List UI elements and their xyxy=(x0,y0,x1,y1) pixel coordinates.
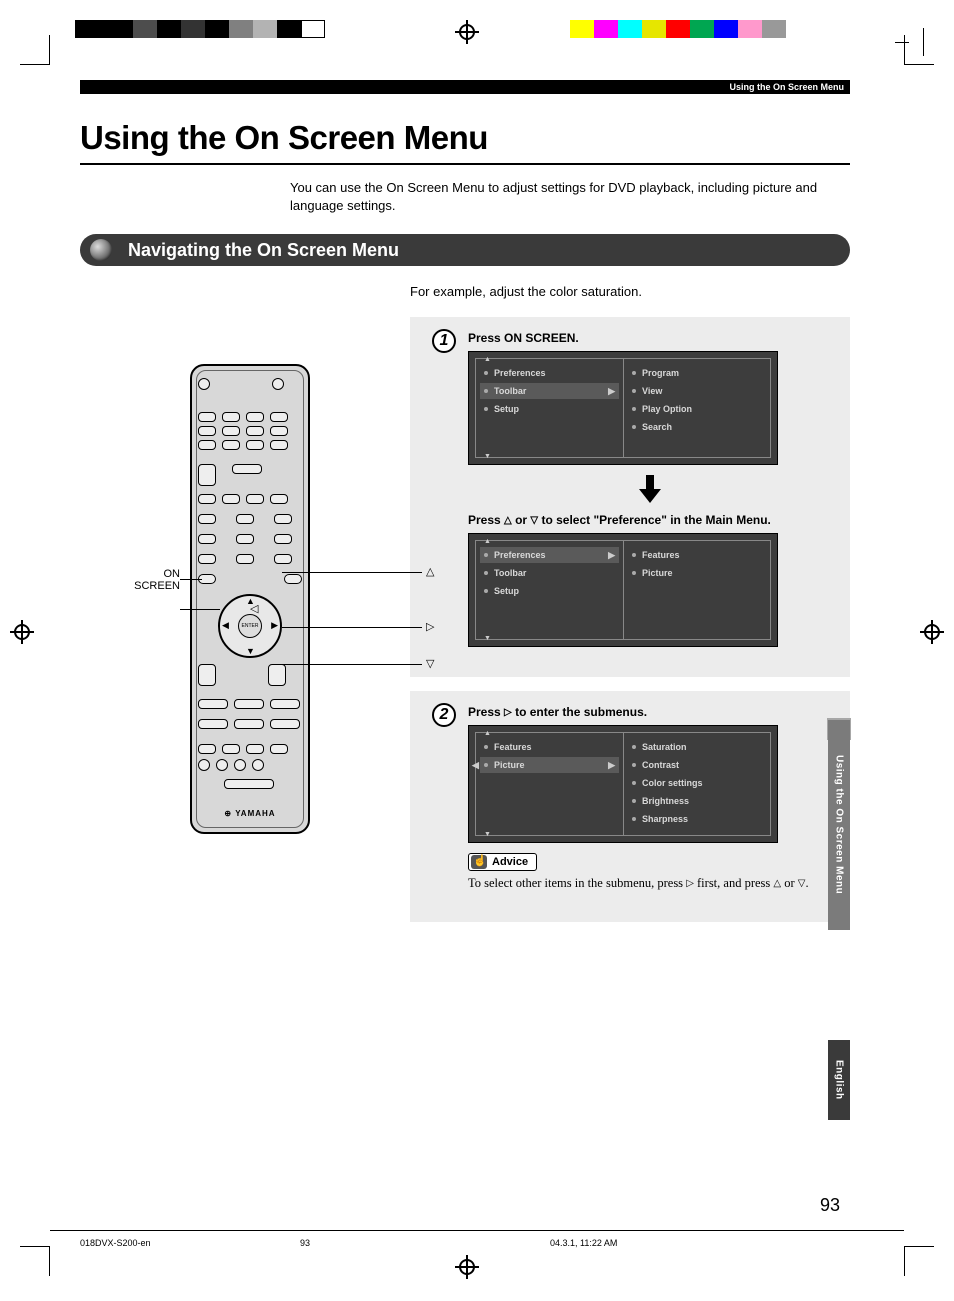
callout-down-icon: ▽ xyxy=(426,657,434,670)
step-1-title: Press ON SCREEN. xyxy=(468,331,832,345)
steps-panel: 1 Press ON SCREEN. Preferences Toolbar▶ Se… xyxy=(410,317,850,677)
crop-mark-br xyxy=(904,1246,934,1276)
example-text: For example, adjust the color saturation… xyxy=(410,284,850,299)
crop-mark-bl xyxy=(20,1246,50,1276)
osd-screenshot-2: Features Picture▶◀ Saturation Contrast Colo… xyxy=(468,725,778,843)
osd-screenshot-1a: Preferences Toolbar▶ Setup Program View Play… xyxy=(468,351,778,465)
osd-menu-item: Preferences xyxy=(480,365,619,381)
step-number-1: 1 xyxy=(432,329,456,353)
osd-menu-item: Features xyxy=(628,547,766,563)
crop-mark-tr xyxy=(904,35,934,65)
osd-menu-item: Picture▶◀ xyxy=(480,757,619,773)
remote-enter-button: ENTER xyxy=(238,614,262,638)
step-number-2: 2 xyxy=(432,703,456,727)
osd-menu-item: Preferences▶ xyxy=(480,547,619,563)
side-tab-language: English xyxy=(828,1040,850,1120)
osd-menu-item: Color settings xyxy=(628,775,766,791)
osd-menu-item: Search xyxy=(628,419,766,435)
osd-menu-item: Toolbar▶ xyxy=(480,383,619,399)
registration-crosshair-right xyxy=(920,620,944,644)
osd-menu-item: Play Option xyxy=(628,401,766,417)
osd-menu-item: Setup xyxy=(480,583,619,599)
remote-on-screen-label: ONSCREEN xyxy=(80,568,180,592)
down-arrow-icon xyxy=(639,475,661,505)
callout-left-icon: ◁ xyxy=(250,602,258,615)
registration-crosshair-bottom xyxy=(455,1255,479,1279)
osd-menu-item: Sharpness xyxy=(628,811,766,827)
side-tab-section: Using the On Screen Menu xyxy=(828,720,850,930)
steps-panel-2: 2 Press ▷ to enter the submenus. Feature… xyxy=(410,691,850,922)
registration-crosshair-top xyxy=(455,20,479,44)
osd-menu-item: View xyxy=(628,383,766,399)
step-2-title: Press ▷ to enter the submenus. xyxy=(468,705,832,719)
page-title: Using the On Screen Menu xyxy=(80,119,850,165)
registration-crosshair-left xyxy=(10,620,34,644)
footer-rule xyxy=(50,1230,904,1231)
footer-page: 93 xyxy=(300,1238,550,1248)
step-1-mid-instruction: Press △ or ▽ to select "Preference" in t… xyxy=(468,513,832,527)
registration-color-bars xyxy=(570,20,786,38)
osd-menu-item: Saturation xyxy=(628,739,766,755)
header-band: Using the On Screen Menu xyxy=(80,80,850,94)
remote-illustration: ENTER ▲ ▼ ◀ ▶ ⊕ YAMAHA ONSCREEN △ xyxy=(80,364,390,884)
print-registration-row xyxy=(0,20,954,55)
footer-info: 018DVX-S200-en 93 04.3.1, 11:22 AM xyxy=(80,1238,880,1248)
osd-menu-item: Brightness xyxy=(628,793,766,809)
osd-menu-item: Contrast xyxy=(628,757,766,773)
step-1: 1 Press ON SCREEN. PreferencesToolbar▶Se… xyxy=(468,331,832,647)
footer-timestamp: 04.3.1, 11:22 AM xyxy=(550,1238,617,1248)
header-band-caption: Using the On Screen Menu xyxy=(729,80,844,94)
osd-menu-item: Toolbar xyxy=(480,565,619,581)
section-heading-pill: Navigating the On Screen Menu xyxy=(80,234,850,266)
osd-menu-item: Setup xyxy=(480,401,619,417)
advice-text: To select other items in the submenu, pr… xyxy=(468,875,832,892)
section-bullet-icon xyxy=(90,239,112,261)
hand-icon xyxy=(471,855,487,869)
footer-doc-id: 018DVX-S200-en xyxy=(80,1238,300,1248)
osd-menu-item: Picture xyxy=(628,565,766,581)
osd-screenshot-1b: Preferences▶ Toolbar Setup Features Picture xyxy=(468,533,778,647)
page-number: 93 xyxy=(820,1195,840,1216)
step-2: 2 Press ▷ to enter the submenus. Feature… xyxy=(468,705,832,892)
osd-menu-item: Features xyxy=(480,739,619,755)
section-heading-text: Navigating the On Screen Menu xyxy=(128,240,399,261)
page-content: Using the On Screen Menu Using the On Sc… xyxy=(80,80,850,922)
remote-brand-label: ⊕ YAMAHA xyxy=(210,809,290,818)
osd-menu-item: Program xyxy=(628,365,766,381)
advice-label: Advice xyxy=(468,853,537,871)
intro-text: You can use the On Screen Menu to adjust… xyxy=(290,179,850,214)
crop-mark-tl xyxy=(20,35,50,65)
registration-gray-bars xyxy=(75,20,325,38)
